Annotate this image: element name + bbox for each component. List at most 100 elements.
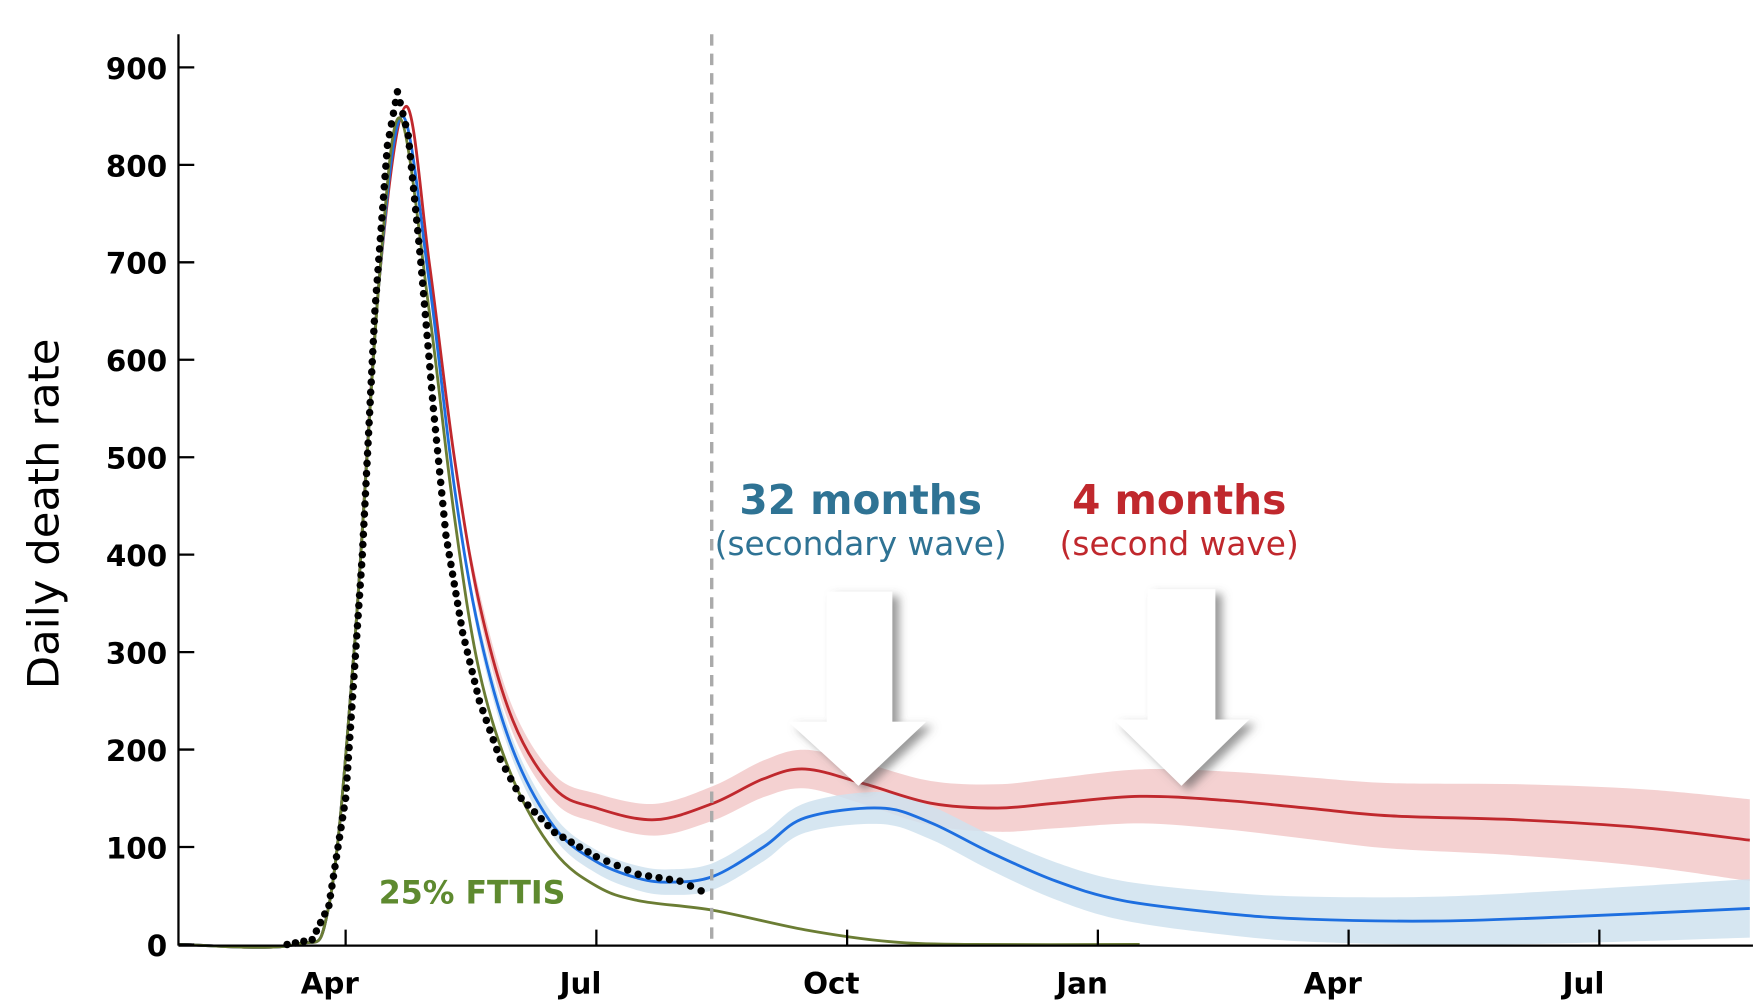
observed-data-point: [328, 882, 336, 890]
observed-data-point: [506, 775, 515, 783]
y-tick-label: 200: [106, 734, 167, 768]
observed-data-point: [431, 425, 440, 434]
observed-data-point: [575, 843, 584, 851]
observed-data-point: [387, 120, 396, 128]
observed-data-point: [401, 120, 410, 129]
observed-data-point: [308, 935, 316, 944]
observed-data-point: [584, 848, 592, 856]
annotation-green-label: 25% FTTIS: [379, 874, 566, 911]
observed-data-point: [457, 619, 465, 627]
observed-data-point: [417, 258, 425, 267]
observed-data-point: [383, 141, 392, 150]
x-tick-label: Apr: [1304, 966, 1363, 1000]
y-tick-label: 700: [106, 247, 167, 281]
observed-data-point: [411, 205, 420, 214]
observed-data-point: [357, 561, 366, 569]
observed-data-point: [486, 726, 494, 734]
observed-data-point: [341, 794, 350, 803]
observed-data-point: [493, 745, 501, 754]
observed-data-point: [365, 418, 373, 427]
x-tick-label: Jul: [1561, 966, 1605, 1000]
observed-data-point: [419, 289, 428, 298]
observed-data-point: [430, 415, 439, 423]
observed-data-point: [410, 195, 419, 203]
observed-data-point: [455, 609, 464, 617]
observed-data-point: [382, 151, 391, 160]
y-tick-label: 500: [106, 441, 167, 475]
observed-data-point: [697, 887, 705, 895]
y-tick-label: 400: [106, 539, 167, 573]
y-tick-label: 100: [106, 831, 167, 865]
observed-data-point: [524, 801, 532, 809]
y-tick-label: 600: [106, 344, 167, 378]
observed-data-point: [348, 703, 356, 711]
observed-data-point: [450, 580, 459, 588]
observed-data-point: [655, 873, 663, 882]
observed-data-point: [375, 255, 383, 264]
arrow-secondary-wave: [788, 591, 927, 786]
observed-data-point: [329, 872, 338, 881]
y-tick-label: 300: [106, 636, 167, 670]
observed-data-point: [489, 736, 498, 744]
observed-data-point: [418, 279, 427, 287]
observed-data-point: [665, 875, 674, 884]
observed-data-point: [351, 652, 360, 660]
observed-data-point: [530, 808, 539, 816]
observed-data-point: [686, 882, 695, 890]
observed-data-point: [544, 821, 552, 830]
observed-data-point: [370, 317, 379, 325]
observed-data-point: [433, 446, 442, 455]
observed-data-point: [361, 500, 369, 508]
observed-data-point: [334, 843, 342, 851]
observed-data-point: [463, 648, 472, 656]
observed-data-point: [353, 621, 362, 630]
observed-data-point: [567, 838, 576, 846]
x-tick-label: Apr: [301, 966, 360, 1000]
observed-data-point: [427, 383, 436, 392]
observed-data-point: [363, 449, 372, 457]
observed-data-point: [378, 214, 386, 222]
observed-data-point: [316, 918, 325, 927]
observed-data-point: [352, 642, 360, 650]
observed-data-point: [429, 404, 438, 413]
observed-data-point: [453, 599, 462, 608]
y-tick-label: 800: [106, 149, 167, 183]
x-tick-label: Jul: [558, 966, 602, 1000]
observed-data-point: [436, 478, 445, 487]
observed-data-point: [360, 520, 368, 528]
observed-data-point: [428, 394, 437, 402]
observed-data-point: [473, 687, 481, 695]
observed-data-point: [550, 828, 559, 837]
observed-data-point: [363, 459, 371, 468]
observed-data-point: [458, 628, 467, 637]
x-tick-label: Oct: [803, 966, 859, 1000]
observed-data-point: [312, 927, 321, 935]
observed-data-point: [344, 753, 353, 762]
observed-data-point: [361, 489, 370, 498]
observed-data-point: [346, 723, 355, 732]
observed-data-point: [371, 296, 380, 305]
observed-data-point: [381, 172, 389, 181]
observed-data-point: [424, 342, 432, 350]
observed-data-point: [421, 310, 430, 319]
annotation-red-sub: (second wave): [1060, 524, 1299, 563]
observed-data-point: [409, 184, 418, 193]
observed-data-point: [326, 891, 335, 900]
observed-data-point: [603, 857, 611, 865]
observed-data-point: [364, 429, 373, 437]
observed-data-point: [359, 530, 368, 539]
observed-data-point: [405, 142, 414, 150]
observed-data-point: [364, 439, 372, 447]
observed-data-point: [366, 388, 375, 397]
observed-data-point: [368, 358, 376, 366]
observed-data-point: [439, 499, 447, 508]
observed-data-point: [367, 378, 375, 386]
observed-data-point: [332, 852, 341, 861]
observed-data-point: [354, 611, 362, 620]
observed-data-point: [644, 872, 653, 880]
observed-data-point: [634, 870, 642, 879]
observed-data-point: [371, 307, 379, 315]
observed-data-point: [406, 152, 415, 161]
observed-data-point: [470, 677, 479, 686]
observed-data-point: [343, 774, 351, 782]
